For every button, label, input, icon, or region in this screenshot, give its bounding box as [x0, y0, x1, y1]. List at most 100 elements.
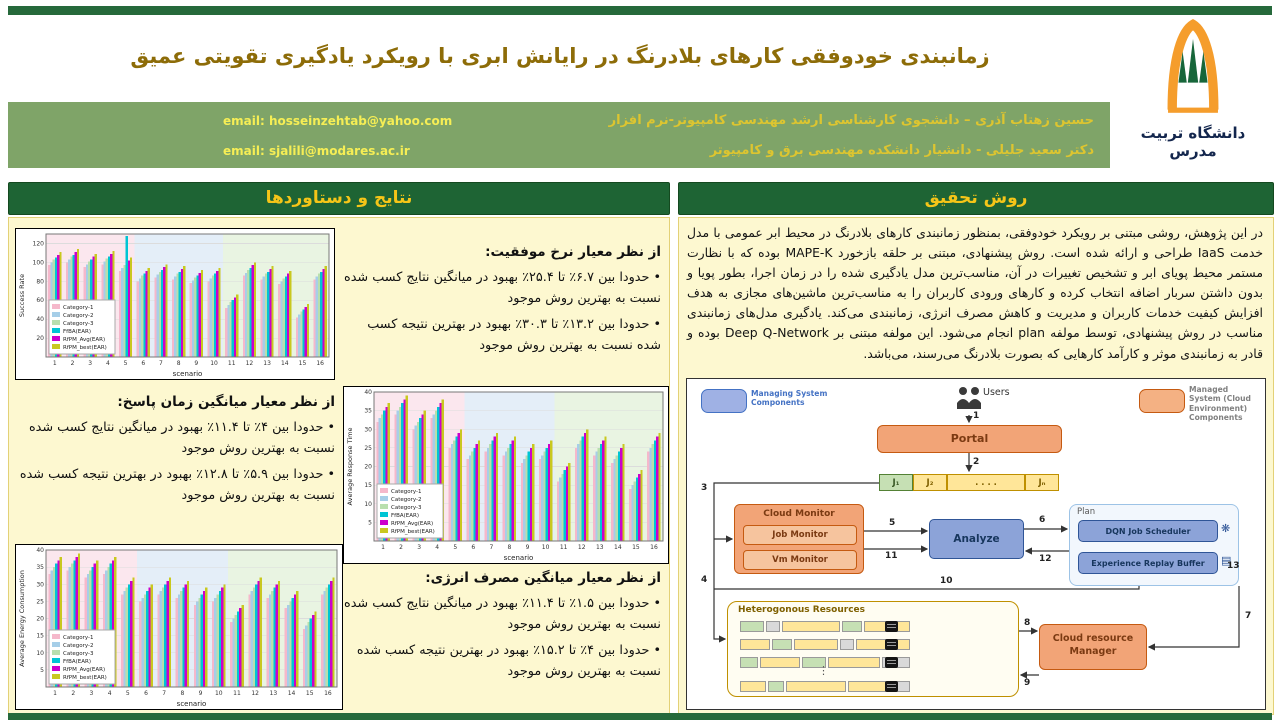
svg-text:20: 20: [36, 616, 44, 623]
svg-text:RfPM_Avg(EAR): RfPM_Avg(EAR): [63, 667, 105, 673]
svg-text:2: 2: [399, 544, 403, 551]
resource-row: [740, 656, 910, 668]
flow-step-7: 7: [1245, 611, 1252, 621]
result-block-title: از نظر معیار میانگین مصرف انرژی:: [425, 570, 661, 586]
flow-step-2: 2: [973, 457, 980, 467]
method-panel: در این پژوهش، روشی مبتنی بر رویکرد خودوف…: [678, 217, 1274, 715]
svg-text:80: 80: [36, 278, 44, 285]
cloud-monitor-label: Cloud Monitor: [763, 509, 835, 519]
svg-text:Category-2: Category-2: [63, 313, 94, 319]
resource-segment: [842, 620, 862, 632]
svg-text:scenario: scenario: [177, 700, 207, 708]
resources-label: Heterogonous Resources: [738, 605, 865, 615]
svg-text:40: 40: [36, 547, 44, 554]
svg-text:16: 16: [324, 690, 332, 697]
svg-text:Success Rate: Success Rate: [18, 274, 26, 317]
vm-monitor-box: Vm Monitor: [743, 550, 857, 570]
author-email: email: sjalili@modares.ac.ir: [223, 144, 410, 158]
bottom-divider: [8, 713, 1272, 720]
university-logo-icon: [1167, 18, 1219, 113]
svg-text:RfPM_Avg(EAR): RfPM_Avg(EAR): [391, 521, 433, 527]
svg-text:3: 3: [90, 690, 94, 697]
svg-text:5: 5: [124, 360, 128, 367]
resource-segment: [740, 656, 758, 668]
users-label: Users: [983, 387, 1010, 398]
server-icon: [885, 680, 898, 692]
resource-row: [740, 638, 910, 650]
result-block-title: از نظر معیار نرخ موفقیت:: [485, 244, 661, 260]
svg-text:15: 15: [299, 360, 307, 367]
svg-text:16: 16: [316, 360, 324, 367]
poster-title: زمانبندی خودوفقی کارهای بلادرنگ در رایان…: [130, 44, 990, 68]
plan-box: Plan DQN Job Scheduler ❋ Experience Repl…: [1069, 504, 1239, 586]
svg-text:15: 15: [36, 633, 44, 640]
queue-dots: . . . .: [947, 474, 1025, 491]
svg-text:Average Response Time: Average Response Time: [346, 428, 354, 506]
ellipsis: ⋮: [818, 664, 829, 677]
svg-text:11: 11: [228, 360, 236, 367]
svg-text:4: 4: [108, 690, 112, 697]
svg-text:Category-1: Category-1: [391, 489, 422, 495]
mapek-diagram: Managing System Components Managed Syste…: [686, 378, 1266, 710]
svg-text:1: 1: [53, 690, 57, 697]
svg-text:30: 30: [36, 581, 44, 588]
svg-text:8: 8: [508, 544, 512, 551]
svg-text:Category-1: Category-1: [63, 635, 94, 641]
svg-text:7: 7: [489, 544, 493, 551]
svg-text:5: 5: [453, 544, 457, 551]
svg-text:13: 13: [596, 544, 604, 551]
replay-buffer-icon: ▤: [1221, 554, 1232, 567]
svg-text:6: 6: [144, 690, 148, 697]
result-bullet: • حدودا بین ۶.۷٪ تا ۲۵.۴٪ بهبود در میانگ…: [344, 270, 661, 307]
managed-legend-label: Managed System (Cloud Environment) Compo…: [1189, 385, 1251, 423]
svg-text:30: 30: [364, 426, 372, 433]
svg-text:10: 10: [542, 544, 550, 551]
method-paragraph: در این پژوهش، روشی مبتنی بر رویکرد خودوف…: [687, 225, 1264, 361]
svg-text:13: 13: [270, 690, 278, 697]
svg-text:FfBA(EAR): FfBA(EAR): [63, 659, 91, 665]
response-time-chart: 5 10 15 20 25 30 35 40 1 2 3 4 5 6 7 8 9 10 11 12 13 14 15 16 sc…: [343, 386, 669, 564]
svg-text:9: 9: [199, 690, 203, 697]
svg-text:RfPM_best(EAR): RfPM_best(EAR): [391, 529, 435, 535]
queue-job-1: J₁: [879, 474, 913, 491]
svg-text:35: 35: [364, 408, 372, 415]
results-panel: 20 40 60 80 100 120 1 2 3 4 5 6 7 8 9 10 11 12 13 14 15 16 sce…: [8, 217, 670, 715]
svg-text:5: 5: [126, 690, 130, 697]
svg-text:10: 10: [364, 501, 372, 508]
users-icon: [957, 387, 981, 409]
svg-text:scenario: scenario: [504, 554, 534, 562]
svg-text:60: 60: [36, 297, 44, 304]
author-name: حسین زهتاب آذری – دانشجوی کارشناسی ارشد …: [608, 113, 1094, 128]
flow-step-6: 6: [1039, 515, 1046, 525]
flow-step-1: 1: [973, 411, 980, 421]
svg-text:1: 1: [381, 544, 385, 551]
energy-results: از نظر معیار میانگین مصرف انرژی: • حدودا…: [343, 570, 661, 687]
svg-text:5: 5: [368, 519, 372, 526]
dqn-scheduler-box: DQN Job Scheduler: [1078, 520, 1218, 542]
resource-segment: [848, 680, 886, 692]
svg-text:8: 8: [177, 360, 181, 367]
resource-row: [740, 620, 910, 632]
resource-segment: [840, 638, 854, 650]
resource-segment: [794, 638, 838, 650]
svg-text:35: 35: [36, 564, 44, 571]
svg-text:FfBA(EAR): FfBA(EAR): [63, 329, 91, 335]
svg-text:11: 11: [233, 690, 241, 697]
svg-text:25: 25: [364, 445, 372, 452]
result-block-title: از نظر معیار میانگین زمان پاسخ:: [117, 394, 335, 410]
svg-text:100: 100: [33, 259, 45, 266]
result-bullet: • حدودا بین ۴٪ تا ۱۵.۲٪ بهبود در بهترین …: [356, 643, 661, 680]
svg-text:40: 40: [364, 389, 372, 396]
svg-text:Category-3: Category-3: [63, 321, 94, 327]
svg-text:15: 15: [306, 690, 314, 697]
resource-segment: [760, 656, 800, 668]
svg-text:6: 6: [471, 544, 475, 551]
resource-segment: [740, 620, 764, 632]
result-bullet: • حدودا بین ۱.۵٪ تا ۱۱.۴٪ بهبود در میانگ…: [344, 596, 661, 633]
svg-text:14: 14: [281, 360, 289, 367]
result-bullet: • حدودا بین ۱۳.۲٪ تا ۳۰.۳٪ بهبود در بهتر…: [367, 317, 661, 354]
svg-text:7: 7: [162, 690, 166, 697]
svg-text:Category-2: Category-2: [63, 643, 94, 649]
top-divider: [8, 6, 1272, 15]
svg-text:FfBA(EAR): FfBA(EAR): [391, 513, 419, 519]
